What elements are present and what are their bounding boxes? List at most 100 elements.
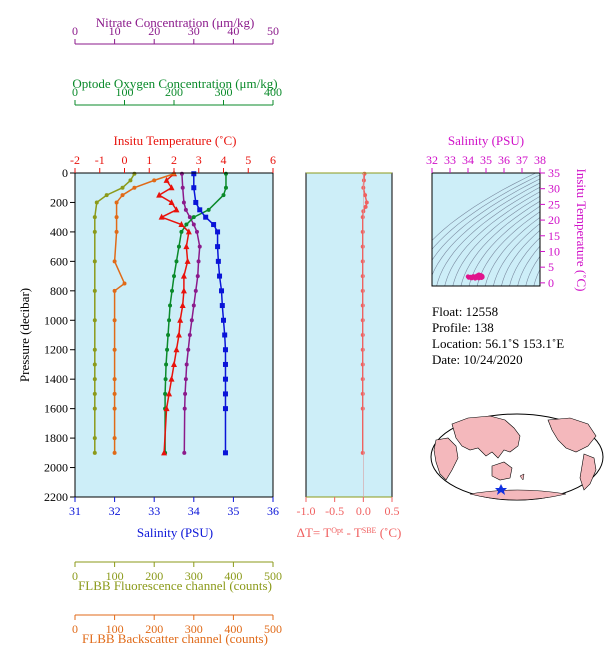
temperature-point [158,213,165,220]
salinity-point [219,303,225,309]
fluorescence-point [94,200,99,205]
oxygen-point [191,215,196,220]
temperature-tick-label: 4 [221,153,227,167]
delta-t-point [360,406,365,411]
backscatter-point [112,377,117,382]
delta-t-point [364,200,369,205]
delta-t-tick-label: -0.5 [325,504,344,518]
fluorescence-point [92,259,97,264]
nitrate-axis: 0 10 20 30 40 50 [72,24,279,45]
salinity-point [193,199,199,205]
pressure-tick-label: 600 [50,254,68,268]
temperature-point [173,206,180,213]
fluorescence-point [120,185,125,190]
map-land-africa [433,437,459,481]
delta-t-point [360,259,365,264]
fluorescence-point [128,178,133,183]
fluorescence-point [92,377,97,382]
pressure-tick-label: 1400 [44,372,68,386]
nitrate-point [179,171,184,176]
backscatter-axis-label: FLBB Backscatter channel (counts) [82,631,268,646]
backscatter-point [112,318,117,323]
ts-isopycnal [517,245,540,286]
fluorescence-point [92,406,97,411]
profile-number: Profile: 138 [432,320,494,335]
fluorescence-axis: 0 100 200 300 400 500 [72,561,282,583]
main-plot-area [75,173,273,497]
nitrate-point [180,185,185,190]
salinity-tick-label: 36 [267,504,279,518]
delta-t-point [361,178,366,183]
fluorescence-tick-label: 100 [106,569,124,583]
backscatter-tick-label: 400 [224,622,242,636]
nitrate-point [182,406,187,411]
map-land-nz [519,473,525,481]
temperature-point [168,184,175,191]
ts-salinity-tick-label: 32 [426,153,438,167]
ts-isopycnal [493,223,540,286]
oxygen-axis-label: Optode Oxygen Concentration (μm/kg) [72,76,277,91]
backscatter-point [112,436,117,441]
oxygen-point [164,362,169,367]
fluorescence-point [92,318,97,323]
delta-t-point [360,318,365,323]
map-land-south-america [579,453,597,491]
ts-temperature-axis-label: Insitu Temperature (˚C) [574,168,589,291]
salinity-point [215,244,221,250]
ts-temperature-tick-label: 20 [548,213,560,227]
main-profile-panel: 0200400600800100012001400160018002000220… [17,15,282,646]
oxygen-point [206,207,211,212]
fluorescence-point [92,391,97,396]
salinity-tick-label: 33 [148,504,160,518]
pressure-axis-label: Pressure (decibar) [17,288,32,382]
delta-t-tick-label: -1.0 [297,504,316,518]
fluorescence-point [92,450,97,455]
pressure-tick-label: 200 [50,195,68,209]
backscatter-point [152,178,157,183]
fluorescence-point [92,347,97,352]
backscatter-point [114,215,119,220]
salinity-point [222,332,228,338]
delta-t-panel: -1.0 -0.5 0.0 0.5 ΔT= TOpt - TSBE (˚C) [297,171,401,540]
fluorescence-point [92,288,97,293]
nitrate-tick-label: 50 [267,24,279,38]
ts-point [476,275,481,281]
ts-temperature-tick-label: 15 [548,229,560,243]
oxygen-tick-label: 0 [72,85,78,99]
salinity-point [215,229,221,235]
oxygen-tick-label: 300 [215,85,233,99]
delta-t-plot-area [306,173,392,497]
delta-t-point [360,377,365,382]
delta-t-point [363,204,368,209]
backscatter-point [112,450,117,455]
backscatter-tick-label: 200 [145,622,163,636]
fluorescence-point [92,229,97,234]
backscatter-tick-label: 0 [72,622,78,636]
salinity-point [221,317,226,323]
salinity-tick-label: 35 [227,504,239,518]
salinity-point [222,347,228,353]
temperature-point [184,257,191,264]
ts-isopycnal [533,268,540,286]
ts-isopycnal [432,173,536,241]
ts-isopycnal [501,229,540,286]
temperature-point [185,228,192,235]
salinity-point [222,450,228,456]
oxygen-point [167,318,172,323]
pressure-tick-label: 1600 [44,402,68,416]
salinity-tick-label: 31 [69,504,81,518]
temperature-point [180,272,187,279]
float-location-marker [495,484,507,495]
pressure-tick-label: 0 [62,166,68,180]
salinity-point [211,222,217,228]
backscatter-tick-label: 300 [185,622,203,636]
backscatter-point [120,193,125,198]
temperature-point [180,287,187,294]
pressure-tick-label: 1800 [44,431,68,445]
temperature-point [179,302,186,309]
ts-isopycnal [460,200,540,286]
fluorescence-tick-label: 400 [224,569,242,583]
nitrate-point [197,244,202,249]
